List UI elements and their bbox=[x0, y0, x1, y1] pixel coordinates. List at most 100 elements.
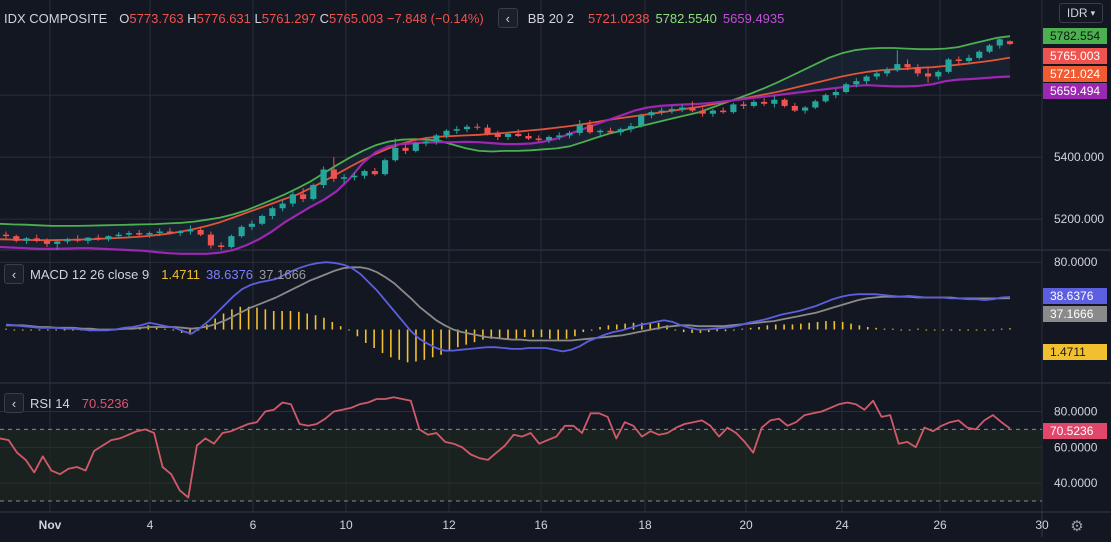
macd-histogram-bar bbox=[925, 329, 928, 331]
bb-lower-value: 5659.4935 bbox=[722, 10, 785, 26]
macd-histogram-bar bbox=[900, 329, 903, 331]
macd-line-value: 38.6376 bbox=[206, 266, 254, 282]
macd-histogram-bar bbox=[933, 329, 936, 331]
macd-histogram-bar bbox=[47, 329, 49, 331]
bb-basis-value: 5721.0238 bbox=[588, 10, 650, 26]
bb-upper-last-label: 5782.554 bbox=[1050, 29, 1100, 43]
macd-hist-last-label-tag bbox=[1043, 344, 1107, 360]
rsi-collapse-button[interactable]: ‹ bbox=[4, 393, 24, 413]
candle bbox=[23, 238, 30, 241]
macd-signal-last-label: 37.1666 bbox=[1050, 307, 1094, 321]
candle bbox=[586, 124, 594, 133]
candle bbox=[709, 110, 716, 114]
candle bbox=[883, 70, 891, 74]
candle bbox=[627, 126, 635, 130]
macd-histogram-bar bbox=[281, 311, 283, 330]
bb-legend-label[interactable]: BB 20 2 bbox=[527, 10, 574, 26]
candle bbox=[474, 126, 481, 128]
candle bbox=[187, 229, 194, 232]
candle bbox=[812, 101, 819, 108]
macd-histogram-bar bbox=[565, 329, 568, 339]
macd-histogram-bar bbox=[298, 311, 300, 330]
main-legend: IDX COMPOSITE O5773.763 H5776.631 L5761.… bbox=[4, 8, 784, 28]
macd-histogram-bar bbox=[699, 329, 702, 333]
time-tick-label: 16 bbox=[534, 518, 548, 532]
candle bbox=[576, 124, 583, 133]
symbol-title[interactable]: IDX COMPOSITE bbox=[4, 10, 108, 26]
macd-histogram-bar bbox=[950, 329, 953, 331]
macd-histogram-bar bbox=[55, 329, 57, 331]
candle bbox=[371, 171, 378, 175]
candle bbox=[269, 208, 276, 216]
candle bbox=[84, 237, 92, 241]
candle bbox=[33, 238, 40, 241]
macd-histogram-bar bbox=[323, 317, 325, 330]
gear-icon[interactable]: ⚙ bbox=[1070, 518, 1083, 535]
candle bbox=[289, 194, 296, 204]
rsi-tick-label: 80.0000 bbox=[1054, 404, 1098, 418]
close-value: 5765.003 bbox=[329, 10, 384, 26]
macd-histogram-bar bbox=[314, 315, 317, 330]
macd-histogram-bar bbox=[423, 329, 426, 360]
macd-histogram-bar bbox=[306, 313, 308, 330]
close-last-label-tag bbox=[1043, 48, 1107, 64]
chevron-down-icon: ▾ bbox=[1090, 7, 1096, 18]
candle bbox=[504, 133, 512, 137]
candle bbox=[976, 51, 983, 58]
rsi-line bbox=[0, 396, 1011, 499]
rsi-legend-label[interactable]: RSI 14 bbox=[30, 395, 70, 411]
candle bbox=[228, 236, 235, 247]
macd-histogram-bar bbox=[415, 329, 417, 362]
macd-histogram-bar bbox=[189, 329, 191, 335]
candle bbox=[207, 234, 214, 246]
bb-lower-last-label-tag bbox=[1043, 83, 1107, 99]
bb-basis-line bbox=[0, 56, 1011, 242]
macd-histogram-bar bbox=[599, 326, 601, 330]
macd-line bbox=[5, 261, 1011, 353]
macd-legend: ‹ MACD 12 26 close 9 1.4711 38.6376 37.1… bbox=[4, 264, 306, 284]
candle bbox=[699, 110, 706, 114]
macd-histogram-bar bbox=[708, 329, 710, 333]
macd-histogram-bar bbox=[959, 329, 961, 331]
macd-histogram-bar bbox=[858, 325, 861, 330]
rsi-legend: ‹ RSI 14 70.5236 bbox=[4, 393, 129, 413]
macd-histogram-bar bbox=[13, 329, 16, 331]
currency-button[interactable]: IDR ▾ bbox=[1059, 3, 1103, 23]
time-tick-label: 26 bbox=[933, 518, 947, 532]
bb-collapse-button[interactable]: ‹ bbox=[497, 8, 518, 28]
macd-histogram-bar bbox=[791, 324, 794, 330]
macd-histogram-bar bbox=[507, 329, 509, 339]
macd-collapse-button[interactable]: ‹ bbox=[4, 264, 24, 284]
time-tick-label: 12 bbox=[442, 518, 456, 532]
candle bbox=[43, 240, 51, 244]
macd-histogram-bar bbox=[716, 329, 718, 332]
macd-histogram-bar bbox=[457, 329, 459, 348]
bb-upper-value: 5782.5540 bbox=[655, 10, 717, 26]
macd-legend-label[interactable]: MACD 12 26 close 9 bbox=[30, 266, 150, 282]
price-tick-label: 5400.000 bbox=[1054, 150, 1104, 164]
rsi-value: 70.5236 bbox=[81, 395, 129, 411]
macd-histogram-bar bbox=[172, 329, 175, 331]
candle bbox=[873, 73, 880, 77]
change-value: −7.848 (−0.14%) bbox=[386, 10, 484, 26]
macd-histogram-bar bbox=[808, 322, 810, 330]
macd-histogram-bar bbox=[231, 309, 233, 330]
chevron-left-icon: ‹ bbox=[505, 10, 510, 26]
macd-signal-value: 37.1666 bbox=[259, 266, 307, 282]
candle bbox=[566, 132, 573, 136]
candle bbox=[914, 67, 921, 74]
bb-lower-line bbox=[0, 75, 1011, 255]
time-tick-label: 10 bbox=[339, 518, 353, 532]
macd-histogram-bar bbox=[264, 309, 267, 330]
open-value: 5773.763 bbox=[129, 10, 184, 26]
ohlc-values: O5773.763 H5776.631 L5761.297 C5765.003 … bbox=[119, 10, 484, 26]
time-tick-label: 24 bbox=[835, 518, 849, 532]
macd-histogram-bar bbox=[540, 329, 543, 338]
candle bbox=[74, 239, 81, 241]
macd-last-label: 38.6376 bbox=[1050, 289, 1094, 303]
price-tick-label: 5200.000 bbox=[1054, 212, 1104, 226]
candle bbox=[279, 203, 286, 209]
candle bbox=[422, 141, 430, 144]
